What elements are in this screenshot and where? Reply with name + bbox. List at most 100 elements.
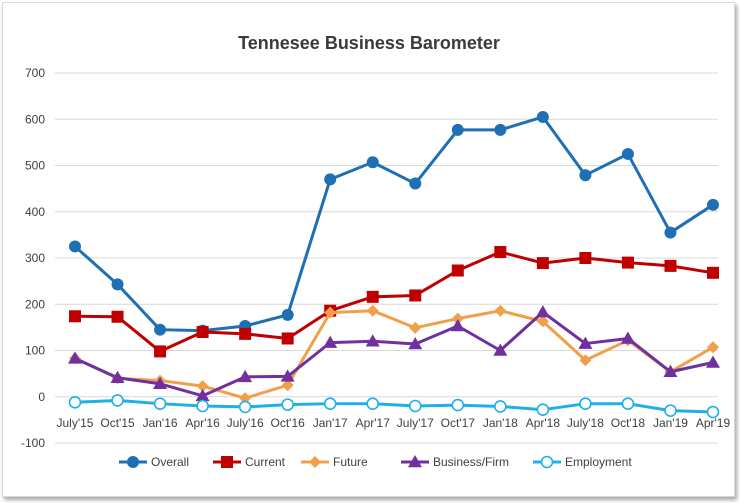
x-tick-label: Oct'15 — [100, 416, 135, 430]
data-point — [409, 321, 422, 334]
legend-label: Employment — [565, 455, 632, 469]
x-tick-label: July'18 — [567, 416, 604, 430]
legend-swatch-marker — [408, 455, 422, 468]
data-point — [69, 310, 81, 323]
data-point — [366, 156, 379, 169]
data-point — [579, 354, 592, 367]
data-point — [536, 257, 549, 270]
legend-swatch-marker — [221, 456, 233, 468]
data-point — [281, 398, 294, 411]
y-tick-label: 400 — [25, 205, 45, 219]
data-point — [110, 370, 125, 384]
data-point — [239, 392, 252, 405]
x-tick-label: Jan'19 — [653, 416, 688, 430]
x-tick-label: Apr'18 — [526, 416, 561, 430]
data-point — [663, 364, 678, 378]
data-point — [366, 290, 379, 303]
data-point — [153, 376, 168, 390]
data-point — [536, 110, 549, 123]
data-point — [620, 331, 635, 344]
y-tick-label: 100 — [25, 344, 45, 358]
x-axis-ticks: July'15 Oct'15 Jan'16 Apr'16 July'16 Oct'16 Ja… — [57, 416, 731, 430]
x-tick-label: Apr'16 — [185, 416, 220, 430]
data-point — [111, 310, 124, 323]
data-point — [451, 398, 465, 412]
series-line — [74, 250, 714, 353]
data-point — [281, 308, 294, 321]
data-point — [450, 318, 465, 332]
data-point — [366, 304, 379, 317]
data-point — [451, 264, 464, 277]
data-point — [664, 226, 677, 239]
data-point — [238, 369, 253, 383]
legend-item: Business/Firm — [401, 455, 509, 469]
data-point — [111, 278, 124, 291]
data-point — [281, 332, 294, 345]
y-tick-label: 200 — [25, 297, 45, 311]
data-point — [196, 399, 209, 413]
chart-title: Tennesee Business Barometer — [238, 33, 500, 53]
data-point — [707, 341, 719, 354]
data-point — [535, 305, 550, 318]
data-point — [323, 397, 337, 410]
y-tick-label: 600 — [25, 112, 45, 126]
data-point — [281, 379, 294, 392]
x-tick-label: Jan'18 — [483, 416, 518, 430]
y-tick-label: 300 — [25, 251, 45, 265]
series-current — [69, 245, 719, 358]
legend-item: Current — [213, 455, 286, 469]
data-point — [494, 245, 507, 258]
data-point — [68, 351, 82, 364]
legend-item: Employment — [533, 455, 632, 469]
series-line — [74, 309, 714, 400]
data-point — [409, 177, 422, 190]
legend-label: Future — [333, 455, 368, 469]
data-point — [494, 123, 507, 136]
data-point — [68, 395, 82, 409]
data-point — [621, 397, 635, 410]
legend-label: Overall — [151, 455, 189, 469]
series-business-firm — [68, 305, 720, 402]
series-layer — [68, 110, 720, 419]
x-tick-label: Apr'19 — [696, 416, 731, 430]
data-point — [451, 312, 464, 325]
legend: Overall Current Future Business/Firm Employm… — [119, 455, 632, 469]
data-point — [579, 397, 592, 410]
data-point — [578, 336, 593, 349]
data-point — [579, 252, 592, 264]
data-point — [707, 266, 719, 279]
data-point — [706, 405, 720, 419]
y-tick-label: 0 — [38, 390, 45, 404]
legend-swatch-marker — [540, 455, 554, 469]
data-point — [494, 400, 507, 413]
data-point — [324, 306, 337, 319]
data-point — [365, 334, 380, 347]
data-point — [324, 173, 337, 186]
data-point — [707, 198, 719, 211]
legend-label: Business/Firm — [433, 455, 509, 469]
data-point — [280, 369, 295, 382]
series-employment — [68, 394, 720, 419]
x-tick-label: Jan'17 — [313, 416, 348, 430]
legend-item: Overall — [119, 455, 189, 469]
data-point — [154, 323, 167, 336]
data-point — [195, 388, 210, 402]
data-point — [493, 343, 508, 356]
data-point — [69, 240, 81, 253]
data-point — [706, 355, 720, 368]
data-point — [409, 289, 422, 302]
data-point — [408, 399, 422, 413]
data-point — [621, 256, 634, 269]
y-tick-label: -100 — [21, 436, 45, 450]
y-tick-label: 700 — [25, 66, 45, 80]
data-point — [664, 259, 677, 272]
data-point — [579, 169, 592, 182]
y-tick-label: 500 — [25, 159, 45, 173]
series-line — [74, 398, 714, 414]
y-axis-ticks: -100 0 100 200 300 400 500 600 700 — [21, 66, 45, 450]
data-point — [196, 380, 209, 393]
data-point — [621, 147, 634, 160]
legend-swatch-marker — [309, 456, 321, 468]
line-chart: Tennesee Business Barometer -100 0 100 200 3… — [21, 33, 731, 469]
data-point — [536, 403, 550, 417]
